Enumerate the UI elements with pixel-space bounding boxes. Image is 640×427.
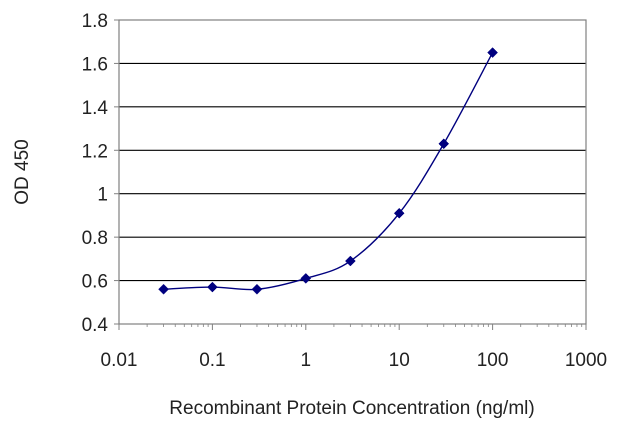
y-tick-label: 1.2 [82,141,108,162]
y-tick-label: 1 [97,185,108,206]
y-tick-label: 1.8 [82,11,108,32]
y-tick-label: 1.6 [82,54,108,75]
y-tick-label: 1.4 [82,98,109,119]
y-tick-label: 0.4 [82,315,109,336]
x-tick-label: 10 [389,350,410,371]
data-point-marker [393,207,405,219]
series-layer [163,52,494,291]
y-axis-title: OD 450 [12,139,33,204]
series-line [163,52,494,291]
y-tick-label: 0.6 [82,272,108,293]
x-tick-label: 0.01 [101,350,138,371]
data-point-marker [300,273,312,284]
grid-layer [119,62,586,282]
x-tick-layer: 0.01 0.1 1 10 100 1000 [101,324,607,371]
plot-frame [118,19,587,325]
y-tick-layer: 0.4 0.6 0.8 1 1.2 1.4 1.6 1.8 [82,11,119,336]
x-tick-label: 0.1 [199,350,225,371]
data-point-marker [345,255,356,267]
data-point-marker [438,138,450,150]
data-point-marker [251,283,263,295]
data-point-marker [158,283,169,295]
data-point-marker [487,47,498,58]
x-tick-label: 1 [301,350,312,371]
x-tick-label: 100 [477,350,509,371]
x-axis-title: Recombinant Protein Concentration (ng/ml… [169,398,534,419]
y-tick-label: 0.8 [82,228,108,249]
x-tick-label: 1000 [565,350,607,371]
marker-layer [158,47,498,295]
data-point-marker [207,281,218,293]
